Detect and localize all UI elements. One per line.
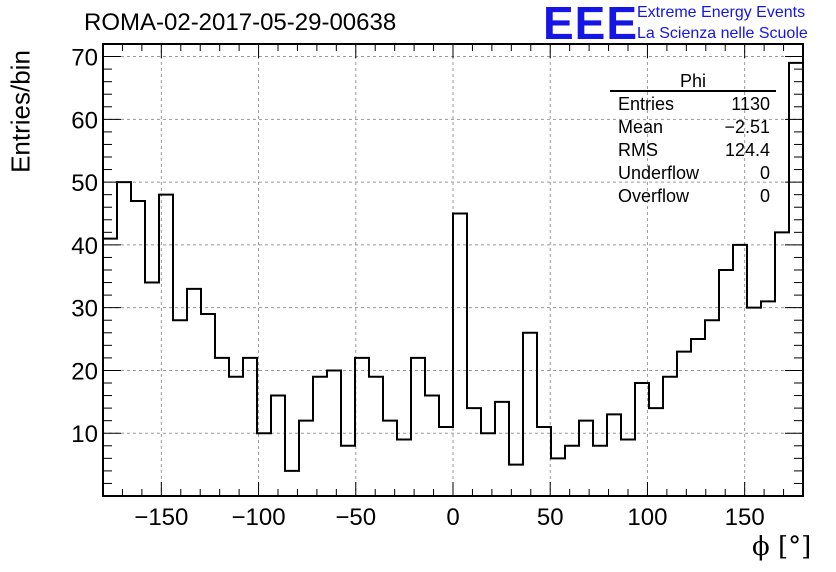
logo-subtitle-line1: Extreme Energy Events <box>637 4 806 21</box>
stats-overflow-label: Overflow <box>618 186 690 206</box>
x-axis-label: ϕ [°] <box>752 532 812 562</box>
y-tick-label: 60 <box>71 107 98 134</box>
y-tick-label: 70 <box>71 45 98 72</box>
y-axis-label: Entries/bin <box>5 50 36 173</box>
stats-entries-value: 1130 <box>731 94 770 114</box>
histogram-step-line <box>102 61 804 496</box>
y-tick-label: 10 <box>71 421 98 448</box>
x-tick-label: 100 <box>627 504 667 531</box>
stats-rms-label: RMS <box>618 140 658 160</box>
x-tick-label: 150 <box>725 504 765 531</box>
x-tick-label: −50 <box>335 504 376 531</box>
stats-overflow-value: 0 <box>759 186 770 206</box>
logo-subtitle-line2: La Scienza nelle Scuole <box>637 25 808 42</box>
x-tick-label: −150 <box>134 504 188 531</box>
stats-mean-label: Mean <box>618 117 664 137</box>
eee-logo: EEE <box>543 0 639 49</box>
run-title: ROMA-02-2017-05-29-00638 <box>84 9 397 36</box>
y-tick-label: 50 <box>71 170 98 197</box>
y-tick-label: 30 <box>71 296 98 323</box>
y-tick-label: 40 <box>71 233 98 260</box>
stats-divider <box>610 90 776 92</box>
stats-title: Phi <box>679 71 706 91</box>
x-tick-label: −100 <box>232 504 286 531</box>
axis-ticks <box>102 43 804 496</box>
x-tick-labels: −150 −100 −50 0 50 100 150 <box>134 504 764 531</box>
y-tick-label: 20 <box>71 358 98 385</box>
x-tick-label: 0 <box>446 504 459 531</box>
y-tick-labels: 10 20 30 40 50 60 70 <box>71 45 98 449</box>
stats-entries-label: Entries <box>618 94 675 114</box>
stats-rms-value: 124.4 <box>724 140 770 160</box>
stats-underflow-value: 0 <box>759 163 770 183</box>
x-tick-label: 50 <box>537 504 564 531</box>
stats-underflow-label: Underflow <box>618 163 700 183</box>
stats-mean-value: −2.51 <box>724 117 770 137</box>
